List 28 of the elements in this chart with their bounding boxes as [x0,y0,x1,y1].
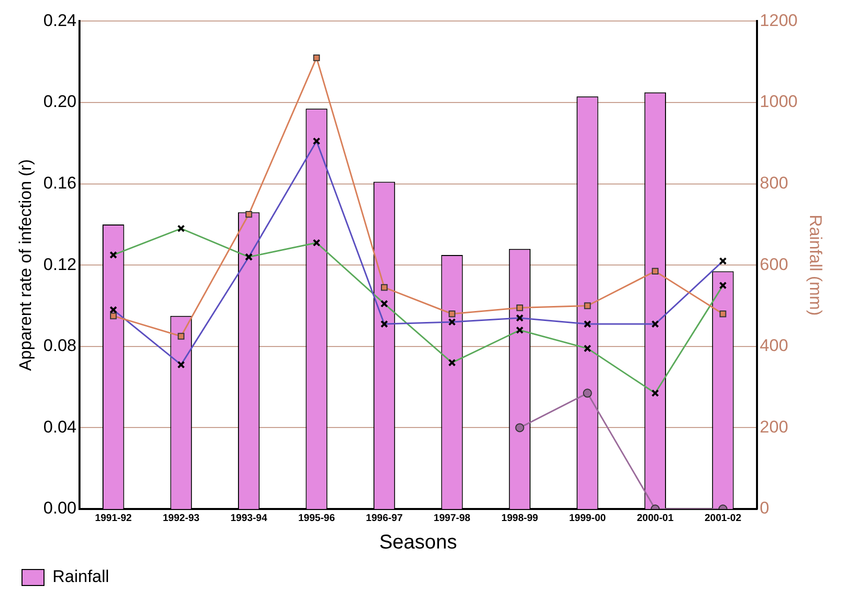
y2-tick-label: 1200 [760,10,798,30]
y2-tick-label: 200 [760,417,788,436]
x-tick-label: 1998-99 [501,512,539,524]
x-axis-title: Seasons [379,532,458,554]
x-tick-label: 1993-94 [230,512,268,524]
y2-tick-label: 600 [760,254,788,274]
y2-tick-label: 400 [760,336,788,356]
x-tick-label: 1999-00 [569,512,606,524]
y2-axis-title: Rainfall (mm) [806,214,826,316]
y-axis-title: Apparent rate of infection (r) [16,159,35,371]
y2-tick-label: 800 [760,173,788,192]
x-tick-label: 1992-93 [162,512,200,524]
y-tick-label: 0.00 [43,498,76,518]
x-tick-label: 2000-01 [636,512,674,524]
y-tick-label: 0.24 [43,10,76,30]
y2-tick-label: 0 [760,498,770,518]
y2-tick-label: 1000 [760,92,798,112]
y-tick-label: 0.08 [43,336,76,356]
legend-label: Rainfall [52,567,110,586]
x-tick-label: 1995-96 [298,512,336,524]
x-tick-label: 1997-98 [434,512,471,524]
x-tick-label: 1996-97 [366,512,404,524]
y-tick-label: 0.12 [43,254,76,274]
y-tick-label: 0.20 [43,92,76,112]
x-tick-label: 1991-92 [95,512,132,524]
y-tick-label: 0.16 [43,173,76,192]
x-tick-label: 2001-02 [704,512,742,524]
y-tick-label: 0.04 [43,417,76,436]
